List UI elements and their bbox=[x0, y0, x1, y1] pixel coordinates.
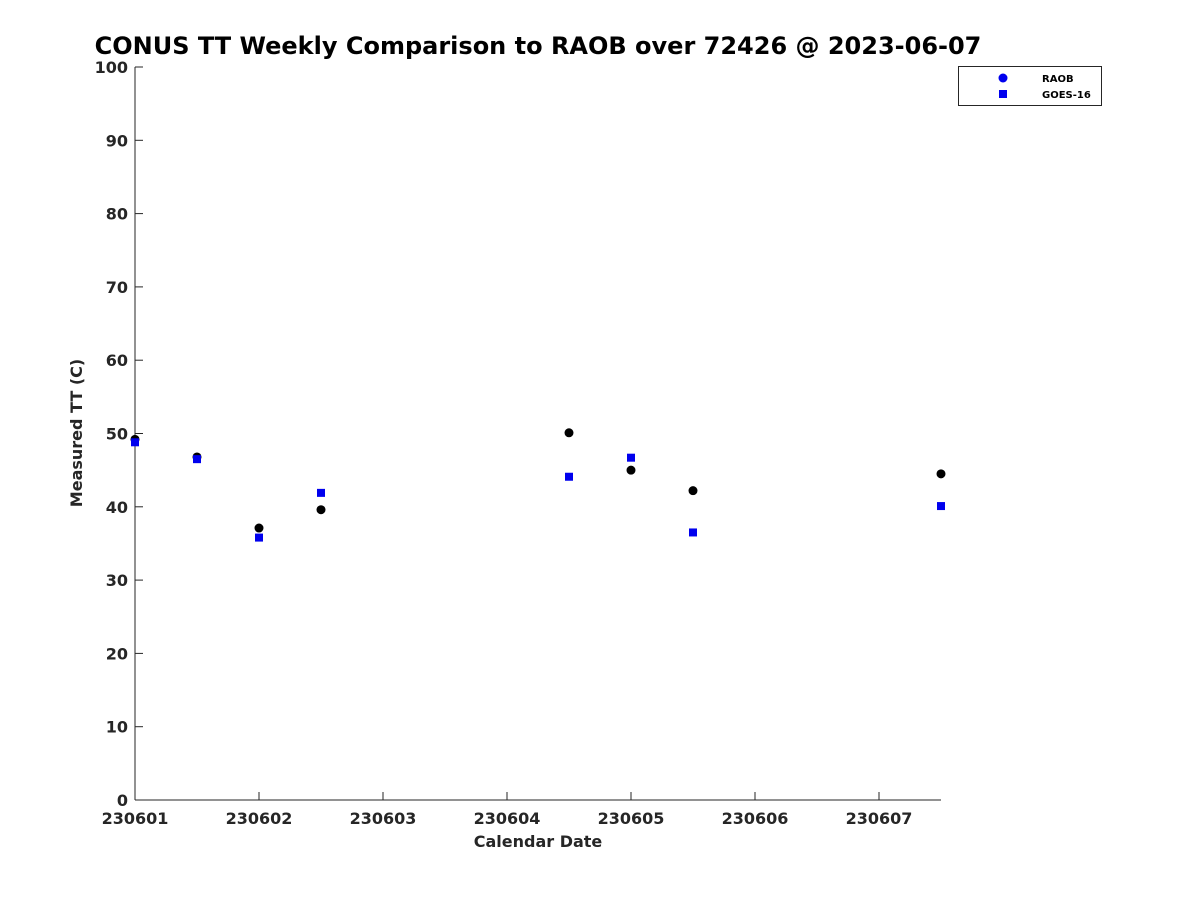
y-tick-label: 10 bbox=[106, 718, 128, 737]
x-tick-label: 230601 bbox=[102, 809, 169, 828]
legend-label: GOES-16 bbox=[1042, 90, 1091, 101]
plot-marks bbox=[130, 428, 946, 542]
goes-16-point bbox=[689, 528, 697, 537]
y-tick-label: 100 bbox=[95, 58, 128, 77]
x-tick-label: 230603 bbox=[350, 809, 417, 828]
y-tick-label: 80 bbox=[106, 205, 128, 224]
y-tick-label: 40 bbox=[106, 498, 128, 517]
raob-point bbox=[626, 465, 636, 475]
legend-label: RAOB bbox=[1042, 74, 1074, 85]
x-tick-label: 230602 bbox=[226, 809, 293, 828]
legend-circle-marker bbox=[998, 73, 1008, 83]
x-axis: 230601 230602 230603 230604 230605 230606 2306… bbox=[102, 792, 941, 828]
y-axis: 0 10 20 30 40 50 60 70 80 90 100 bbox=[95, 58, 143, 810]
y-tick-label: 0 bbox=[117, 791, 128, 810]
goes-16-point bbox=[937, 502, 945, 511]
x-tick-label: 230604 bbox=[474, 809, 541, 828]
goes-16-point bbox=[317, 488, 325, 497]
y-axis-label: Measured TT (C) bbox=[67, 359, 86, 507]
legend-square-marker bbox=[999, 90, 1007, 98]
series-raob bbox=[130, 428, 946, 533]
goes-16-point bbox=[255, 533, 263, 542]
goes-16-point bbox=[627, 453, 635, 462]
raob-point bbox=[688, 486, 698, 496]
goes-16-point bbox=[565, 472, 573, 481]
y-tick-label: 50 bbox=[106, 425, 128, 444]
x-axis-label: Calendar Date bbox=[474, 832, 603, 851]
raob-point bbox=[936, 469, 946, 479]
raob-point bbox=[564, 428, 574, 438]
y-tick-label: 70 bbox=[106, 278, 128, 297]
series-goes-16 bbox=[131, 438, 945, 542]
y-tick-label: 60 bbox=[106, 351, 128, 370]
legend-entry: GOES-16 bbox=[999, 90, 1091, 101]
x-tick-label: 230606 bbox=[722, 809, 789, 828]
goes-16-point bbox=[193, 455, 201, 464]
y-tick-label: 30 bbox=[106, 571, 128, 590]
goes-16-point bbox=[131, 438, 139, 447]
raob-point bbox=[254, 523, 264, 533]
legend: RAOB GOES-16 bbox=[958, 66, 1102, 106]
legend-box bbox=[958, 66, 1102, 106]
legend-entry: RAOB bbox=[998, 73, 1074, 85]
y-tick-label: 20 bbox=[106, 644, 128, 663]
chart-title: CONUS TT Weekly Comparison to RAOB over … bbox=[95, 32, 982, 60]
x-tick-label: 230607 bbox=[846, 809, 913, 828]
y-tick-label: 90 bbox=[106, 131, 128, 150]
raob-point bbox=[316, 505, 326, 515]
x-tick-label: 230605 bbox=[598, 809, 665, 828]
